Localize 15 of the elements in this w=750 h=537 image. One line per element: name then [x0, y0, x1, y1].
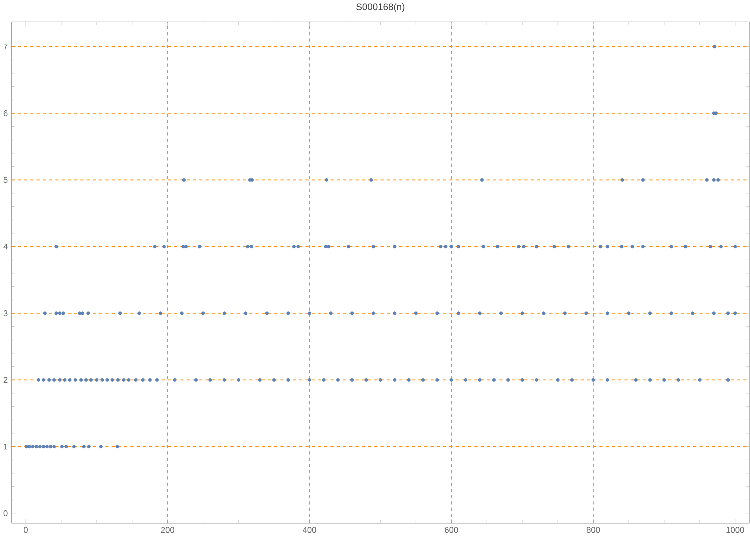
y-tick-label: 0 [4, 510, 8, 517]
x-tick-label: 800 [586, 527, 600, 534]
x-tick-label: 0 [24, 527, 28, 534]
y-tick-label: 1 [4, 444, 8, 450]
x-tick-label: 200 [161, 527, 174, 534]
y-tick-label: 2 [4, 377, 8, 384]
y-tick-label: 6 [4, 110, 8, 117]
x-tick-label: 400 [302, 527, 316, 534]
y-tick-label: 5 [4, 177, 8, 184]
y-tick-label: 3 [4, 310, 8, 317]
y-tick-label: 4 [4, 244, 8, 250]
y-tick-label: 7 [4, 44, 8, 50]
chart-title: S000168(n) [356, 4, 405, 12]
x-tick-label: 600 [445, 527, 458, 534]
x-tick-label: 1000 [726, 527, 744, 534]
